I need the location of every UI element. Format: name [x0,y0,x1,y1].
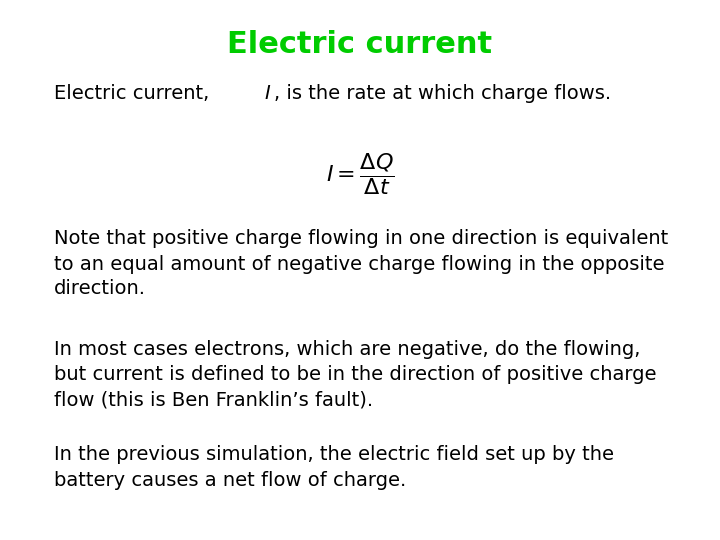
Text: In most cases electrons, which are negative, do the flowing,
but current is defi: In most cases electrons, which are negat… [54,340,657,409]
Text: Note that positive charge flowing in one direction is equivalent
to an equal amo: Note that positive charge flowing in one… [54,230,668,299]
Text: Electric current,: Electric current, [54,84,215,103]
Text: I: I [264,84,270,103]
Text: $I = \dfrac{\Delta Q}{\Delta t}$: $I = \dfrac{\Delta Q}{\Delta t}$ [325,151,395,197]
Text: In the previous simulation, the electric field set up by the
battery causes a ne: In the previous simulation, the electric… [54,446,614,489]
Text: , is the rate at which charge flows.: , is the rate at which charge flows. [274,84,611,103]
Text: Electric current: Electric current [228,30,492,59]
